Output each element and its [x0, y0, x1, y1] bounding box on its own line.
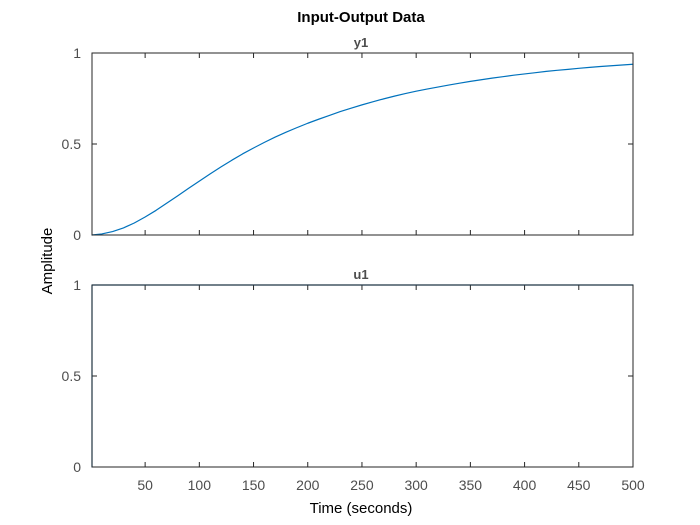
series-y1	[91, 63, 634, 236]
x-tick-label-50: 50	[137, 477, 153, 493]
x-tick-label-350: 350	[459, 477, 483, 493]
y-tick-label-u1-0.5: 0.5	[62, 368, 82, 384]
y-tick-label-y1-1: 1	[73, 45, 81, 61]
x-ticks-shared: 50 100 150 200 250 300 350 400 450 500	[137, 477, 645, 493]
subplot-title-u1: u1	[353, 267, 368, 282]
plot-area-y1	[92, 53, 633, 235]
x-tick-label-150: 150	[242, 477, 266, 493]
axes-box-u1	[91, 284, 634, 468]
y-tick-label-u1-0: 0	[73, 459, 81, 475]
x-tick-label-200: 200	[296, 477, 320, 493]
x-tick-label-250: 250	[350, 477, 374, 493]
y-tick-label-y1-0: 0	[73, 227, 81, 243]
x-tick-label-450: 450	[567, 477, 591, 493]
chart-title: Input-Output Data	[297, 9, 425, 26]
series-line-y1-1	[91, 63, 634, 236]
plot-area-u1	[92, 285, 633, 467]
y-tick-label-u1-1: 1	[73, 277, 81, 293]
x-axis-label: Time (seconds)	[310, 500, 413, 517]
y-tick-label-y1-0.5: 0.5	[62, 136, 82, 152]
x-tick-label-100: 100	[188, 477, 212, 493]
y-axis-label: Amplitude	[39, 228, 56, 295]
subplot-y1: y1 0 0.5 1	[62, 35, 634, 243]
x-tick-label-400: 400	[513, 477, 537, 493]
subplot-title-y1: y1	[354, 35, 368, 50]
x-tick-label-500: 500	[621, 477, 645, 493]
x-tick-label-300: 300	[404, 477, 428, 493]
subplot-u1: u1 0 0.5 1	[62, 267, 634, 475]
axes-box-y1	[91, 52, 634, 236]
